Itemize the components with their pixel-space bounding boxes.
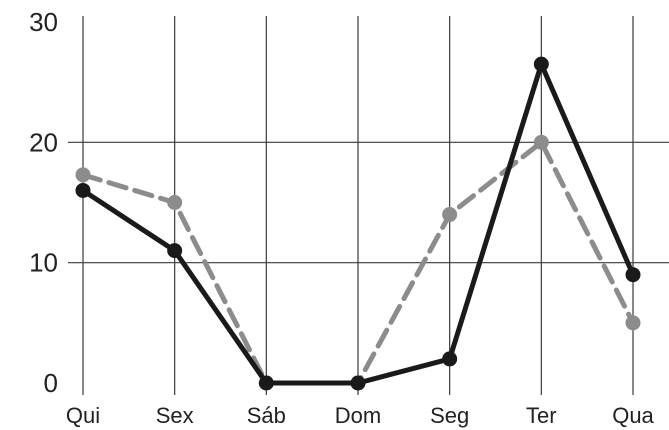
- y-tick-label: 0: [44, 368, 58, 398]
- y-tick-label: 10: [29, 248, 58, 278]
- data-point: [533, 134, 549, 150]
- data-point: [167, 243, 183, 259]
- data-point: [350, 375, 366, 391]
- x-tick-label: Ter: [526, 403, 557, 428]
- y-tick-label: 30: [29, 7, 58, 37]
- series-group: [75, 56, 641, 391]
- y-axis-ticks: 0 10 20 30: [29, 7, 58, 398]
- x-tick-label: Dom: [335, 403, 381, 428]
- data-point: [167, 195, 183, 210]
- y-tick-label: 20: [29, 127, 58, 157]
- x-tick-label: Qua: [612, 403, 654, 428]
- data-point: [625, 267, 641, 283]
- data-point: [625, 315, 641, 331]
- data-point: [533, 56, 549, 72]
- series-solid-line: [75, 56, 641, 391]
- data-point: [442, 207, 458, 223]
- x-axis-ticks: Qui Sex Sáb Dom Seg Ter Qua: [66, 403, 655, 428]
- x-tick-label: Sáb: [247, 403, 286, 428]
- x-tick-label: Qui: [66, 403, 100, 428]
- data-point: [442, 351, 458, 367]
- grid-lines: [68, 16, 669, 395]
- x-tick-label: Sex: [156, 403, 194, 428]
- data-point: [258, 375, 274, 391]
- x-tick-label: Seg: [430, 403, 469, 428]
- data-point: [75, 167, 91, 183]
- data-point: [75, 182, 91, 198]
